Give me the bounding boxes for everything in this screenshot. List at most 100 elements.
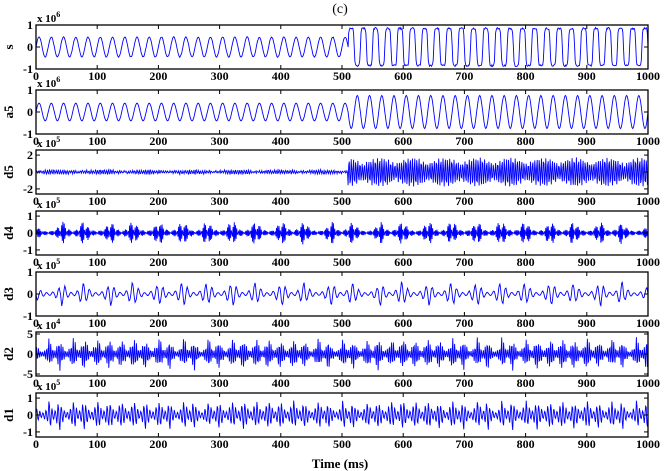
y-multiplier: x 106 [37,10,60,25]
x-tick-label: 900 [578,69,596,83]
x-tick-label: 700 [455,376,473,390]
y-multiplier: x 105 [37,378,60,393]
x-tick-label: 900 [578,255,596,269]
x-tick-label: 900 [578,316,596,330]
x-tick-label: 700 [455,194,473,208]
x-tick-label: 1000 [636,134,660,148]
x-tick-label: 800 [517,437,535,451]
x-tick-label: 600 [394,255,412,269]
y-axis-label: s [1,44,16,49]
y-multiplier: x 106 [37,75,60,90]
y-axis-label: d2 [1,347,16,361]
panel-s: 0 100 200 300 400 500 600 700 800 900 1000-101 x 10… [1,10,660,83]
y-axis-label: d4 [1,226,16,240]
x-tick-label: 500 [333,316,351,330]
x-tick-label: 600 [394,69,412,83]
x-tick-label: 100 [88,69,106,83]
x-tick-label: 700 [455,316,473,330]
x-tick-label: 0 [33,194,39,208]
y-tick-label: -1 [23,243,33,257]
y-tick-label: 1 [27,18,33,32]
y-tick-label: 1 [27,391,33,405]
x-tick-label: 0 [33,134,39,148]
x-tick-label: 100 [88,316,106,330]
x-tick-label: 0 [33,376,39,390]
x-tick-label: 500 [333,134,351,148]
y-tick-label: 0 [27,40,33,54]
x-tick-label: 900 [578,376,596,390]
series-line-d2 [35,337,649,371]
y-tick-label: 0 [27,347,33,361]
x-tick-label: 100 [88,255,106,269]
x-tick-label: 0 [33,69,39,83]
x-tick-label: 700 [455,437,473,451]
y-tick-label: -1 [23,309,33,323]
series-line-d1 [35,400,649,431]
x-tick-label: 200 [149,255,167,269]
y-tick-label: 1 [27,83,33,97]
figure-title: (c) [332,2,348,17]
panels-group: 0 100 200 300 400 500 600 700 800 900 1000-101 x 10… [1,10,660,451]
x-tick-label: 200 [149,69,167,83]
y-multiplier: x 105 [37,257,60,272]
y-multiplier: x 104 [37,317,60,332]
y-tick-label: -1 [23,62,33,76]
x-tick-label: 1000 [636,194,660,208]
x-tick-label: 400 [272,69,290,83]
x-tick-label: 400 [272,376,290,390]
x-tick-label: 1000 [636,437,660,451]
x-tick-label: 0 [33,255,39,269]
y-tick-label: 0 [27,226,33,240]
x-tick-label: 700 [455,134,473,148]
x-tick-label: 400 [272,134,290,148]
y-tick-label: -5 [23,367,33,381]
x-tick-label: 0 [33,316,39,330]
x-tick-label: 300 [211,255,229,269]
x-tick-label: 400 [272,437,290,451]
y-axis-label: a5 [1,105,16,119]
x-tick-label: 200 [149,437,167,451]
x-tick-label: 300 [211,316,229,330]
y-multiplier-exponent: 6 [56,10,60,19]
y-axis-label: d1 [1,408,16,422]
y-tick-label: -1 [23,127,33,141]
series-line-d4 [35,221,649,245]
x-tick-label: 600 [394,376,412,390]
x-tick-label: 100 [88,437,106,451]
x-tick-label: 400 [272,255,290,269]
x-tick-label: 100 [88,134,106,148]
series-line-a5 [35,94,649,130]
x-tick-label: 1000 [636,255,660,269]
x-tick-label: 800 [517,69,535,83]
y-multiplier-exponent: 6 [56,75,60,84]
x-tick-label: 400 [272,194,290,208]
y-tick-label: -2 [23,182,33,196]
series-line-d5 [35,157,649,187]
x-tick-label: 100 [88,376,106,390]
y-multiplier: x 105 [37,135,60,150]
x-tick-label: 800 [517,376,535,390]
x-tick-label: 700 [455,255,473,269]
x-tick-label: 200 [149,376,167,390]
series-line-s [35,26,649,68]
x-tick-label: 600 [394,316,412,330]
x-tick-label: 0 [33,437,39,451]
x-tick-label: 300 [211,69,229,83]
x-tick-label: 400 [272,316,290,330]
x-tick-label: 800 [517,134,535,148]
series-line-d3 [35,281,649,307]
x-tick-label: 300 [211,376,229,390]
x-tick-label: 300 [211,134,229,148]
y-multiplier-exponent: 4 [56,317,60,326]
x-tick-label: 900 [578,134,596,148]
x-tick-label: 1000 [636,316,660,330]
x-tick-label: 500 [333,194,351,208]
x-tick-label: 800 [517,316,535,330]
x-tick-label: 500 [333,69,351,83]
x-tick-label: 700 [455,69,473,83]
x-tick-label: 500 [333,437,351,451]
